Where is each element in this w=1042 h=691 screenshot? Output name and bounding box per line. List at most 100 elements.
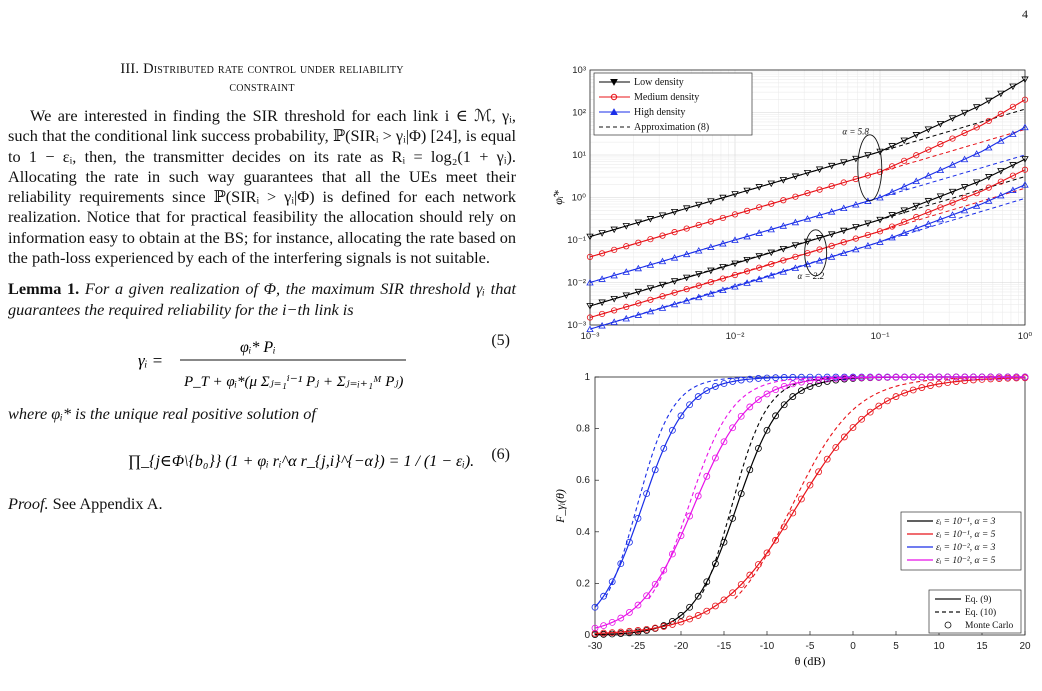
legend-marker (610, 79, 618, 86)
marker-up-triangle (731, 283, 739, 290)
x-tick-label: 20 (1019, 641, 1031, 652)
monte-carlo-marker (643, 592, 650, 600)
marker-down-triangle (634, 219, 643, 227)
monte-carlo-marker (711, 454, 719, 462)
marker-up-triangle (1021, 123, 1029, 131)
monte-carlo-marker (789, 509, 797, 517)
monte-carlo-marker (660, 566, 668, 574)
monte-carlo-marker (918, 384, 926, 391)
monte-carlo-marker (626, 538, 633, 546)
monte-carlo-marker (608, 618, 616, 626)
marker-circle (937, 204, 944, 211)
marker-up-triangle (682, 250, 691, 258)
marker-down-triangle (1021, 156, 1029, 163)
marker-down-triangle (924, 126, 933, 134)
monte-carlo-marker (677, 618, 685, 626)
monte-carlo-marker (806, 481, 814, 489)
marker-up-triangle (670, 254, 679, 261)
marker-down-triangle (912, 132, 920, 139)
monte-carlo-marker (797, 495, 805, 503)
y-tick-label: 0.4 (576, 527, 590, 538)
legend-label: Low density (634, 77, 684, 88)
monte-carlo-marker (926, 373, 934, 381)
monte-carlo-marker (892, 393, 900, 400)
marker-up-triangle (840, 249, 848, 257)
monte-carlo-marker (660, 623, 668, 630)
marker-up-triangle (755, 275, 763, 283)
marker-up-triangle (960, 206, 969, 214)
marker-down-triangle (827, 231, 836, 238)
equation-5-render: γᵢ = φᵢ* Pᵢ P_T + φᵢ*(μ Σⱼ₌₁ⁱ⁻¹ Pⱼ + Σⱼ₌… (138, 339, 406, 390)
series-line (589, 78, 1026, 238)
series-line (589, 169, 1026, 319)
marker-up-triangle (634, 311, 643, 318)
monte-carlo-marker (677, 612, 685, 619)
marker-down-triangle (815, 166, 824, 173)
marker-down-triangle (634, 288, 643, 296)
monte-carlo-marker (961, 377, 969, 385)
marker-up-triangle (598, 321, 606, 329)
approximation-line (648, 376, 1025, 600)
lemma-label: Lemma 1. (8, 279, 80, 299)
marker-up-triangle (985, 143, 993, 151)
marker-up-triangle (852, 245, 860, 253)
alpha-5-8-label: α = 5.8 (842, 127, 869, 137)
monte-carlo-marker (987, 373, 995, 381)
marker-circle (937, 141, 944, 148)
marker-down-triangle (682, 205, 691, 212)
x-tick-label: 15 (976, 641, 988, 652)
marker-down-triangle (719, 194, 727, 202)
marker-down-triangle (695, 271, 703, 278)
marker-up-triangle (634, 264, 643, 272)
x-tick-label: -5 (806, 641, 815, 652)
marker-up-triangle (924, 220, 933, 227)
monte-carlo-marker (780, 382, 788, 390)
monte-carlo-marker (711, 602, 719, 610)
marker-circle (913, 152, 920, 159)
monte-carlo-marker (892, 373, 900, 381)
y-tick-label: 10⁰ (572, 193, 587, 204)
monte-carlo-marker (823, 375, 831, 383)
marker-circle (586, 314, 594, 321)
x-axis-label: θ (dB) (795, 654, 826, 668)
monte-carlo-marker (909, 373, 917, 381)
marker-down-triangle (948, 188, 957, 196)
monte-carlo-marker (832, 375, 840, 382)
marker-up-triangle (622, 268, 630, 275)
marker-up-triangle (912, 224, 920, 232)
marker-up-triangle (827, 253, 836, 260)
marker-up-triangle (743, 232, 751, 240)
marker-up-triangle (791, 264, 800, 271)
plot-frame (589, 69, 1026, 326)
monte-carlo-marker (815, 376, 823, 384)
marker-down-triangle (924, 198, 933, 205)
marker-circle (997, 178, 1004, 185)
left-column: III. Distributed rate control under reli… (8, 60, 516, 514)
marker-down-triangle (815, 235, 824, 242)
marker-circle (756, 204, 763, 211)
marker-up-triangle (840, 204, 848, 212)
marker-up-triangle (719, 239, 727, 247)
marker-up-triangle (743, 279, 751, 286)
proof-text: See Appendix A. (52, 493, 163, 513)
monte-carlo-marker (651, 466, 659, 474)
marker-down-triangle (707, 267, 715, 275)
marker-circle (852, 235, 859, 242)
marker-circle (768, 200, 775, 207)
legend-marker (944, 621, 952, 629)
marker-circle (659, 232, 666, 239)
marker-circle (659, 293, 666, 300)
marker-up-triangle (695, 247, 703, 254)
monte-carlo-marker (617, 560, 625, 568)
body-paragraph: We are interested in finding the SIR thr… (8, 106, 516, 268)
monte-carlo-marker (720, 380, 728, 387)
lemma-text: For a given realization of Φ, the maximu… (8, 279, 516, 319)
marker-circle (635, 239, 642, 246)
legend-label: Eq. (10) (965, 607, 996, 618)
marker-down-triangle (658, 212, 667, 219)
marker-circle (1009, 103, 1017, 110)
marker-circle (985, 117, 992, 125)
marker-down-triangle (1009, 83, 1017, 91)
monte-carlo-marker (978, 373, 986, 381)
marker-down-triangle (803, 169, 812, 177)
